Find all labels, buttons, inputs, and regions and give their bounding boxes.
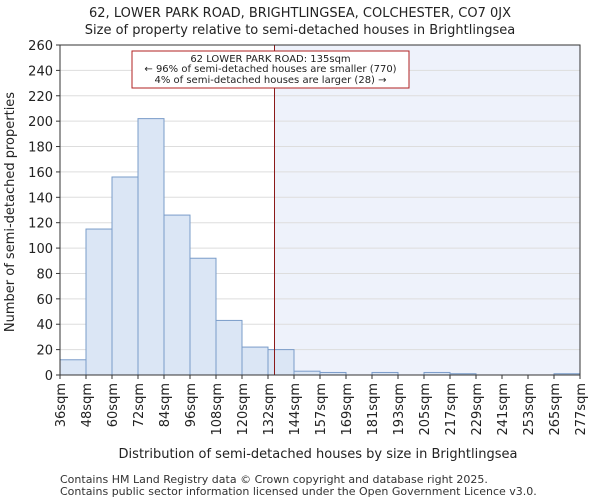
y-tick-label: 240 [28,64,53,79]
bar-96sqm [189,257,217,376]
x-tick-label: 253sqm [522,383,537,436]
x-tick-label: 169sqm [340,383,355,436]
annotation-box: 62 LOWER PARK ROAD: 135sqm ← 96% of semi… [131,50,410,89]
y-tick-label: 80 [36,267,53,282]
bar-72sqm [137,118,165,376]
x-tick-label: 48sqm [80,383,95,427]
y-tick-label: 220 [28,90,53,105]
y-tick-label: 260 [28,39,53,54]
x-tick-label: 96sqm [184,383,199,427]
y-tick-label: 0 [45,369,53,384]
footer-line-2: Contains public sector information licen… [60,485,537,498]
x-tick-label: 181sqm [366,383,381,436]
y-tick-label: 120 [28,217,53,232]
bar-108sqm [215,319,243,376]
x-tick-label: 132sqm [262,383,277,436]
x-tick-label: 265sqm [548,383,563,436]
bar-84sqm [163,214,191,376]
x-tick-label: 144sqm [288,383,303,436]
y-tick-label: 200 [28,115,53,130]
chart-title: 62, LOWER PARK ROAD, BRIGHTLINGSEA, COLC… [89,6,511,21]
x-tick-label: 205sqm [418,383,433,436]
y-tick-label: 140 [28,191,53,206]
larger-properties-region [274,45,580,375]
x-axis-label: Distribution of semi-detached houses by … [119,447,518,462]
x-tick-label: 277sqm [574,383,589,436]
chart-subtitle: Size of property relative to semi-detach… [85,23,515,38]
x-tick-label: 84sqm [158,383,173,427]
bar-132sqm [267,349,295,376]
x-tick-label: 72sqm [132,383,147,427]
x-tick-label: 229sqm [470,383,485,436]
bar-60sqm [111,176,139,376]
bar-36sqm [59,359,87,376]
y-tick-label: 100 [28,242,53,257]
y-axis-label: Number of semi-detached properties [3,92,18,332]
y-axis: 0 20 40 60 80 100 120 140 160 180 200 220 240 260 [28,39,60,384]
x-tick-label: 120sqm [236,383,251,436]
x-tick-label: 36sqm [54,383,69,427]
y-tick-label: 160 [28,166,53,181]
x-tick-label: 241sqm [496,383,511,436]
annotation-line-3: 4% of semi-detached houses are larger (2… [154,75,386,86]
x-tick-label: 157sqm [314,383,329,436]
bar-120sqm [241,346,269,376]
y-tick-label: 40 [36,318,53,333]
annotation-line-1: 62 LOWER PARK ROAD: 135sqm [190,54,350,65]
y-tick-label: 20 [36,344,53,359]
x-tick-label: 60sqm [106,383,121,427]
x-tick-label: 193sqm [392,383,407,436]
x-tick-label: 217sqm [444,383,459,436]
x-axis: 36sqm 48sqm 60sqm 72sqm 84sqm 96sqm 108sqm 120s… [54,375,589,436]
annotation-line-2: ← 96% of semi-detached houses are smalle… [144,64,396,75]
x-tick-label: 108sqm [210,383,225,436]
bar-144sqm [293,370,321,376]
bars [59,118,581,376]
y-tick-label: 180 [28,141,53,156]
y-tick-label: 60 [36,293,53,308]
footer-line-1: Contains HM Land Registry data © Crown c… [60,473,488,486]
bar-48sqm [85,228,113,376]
